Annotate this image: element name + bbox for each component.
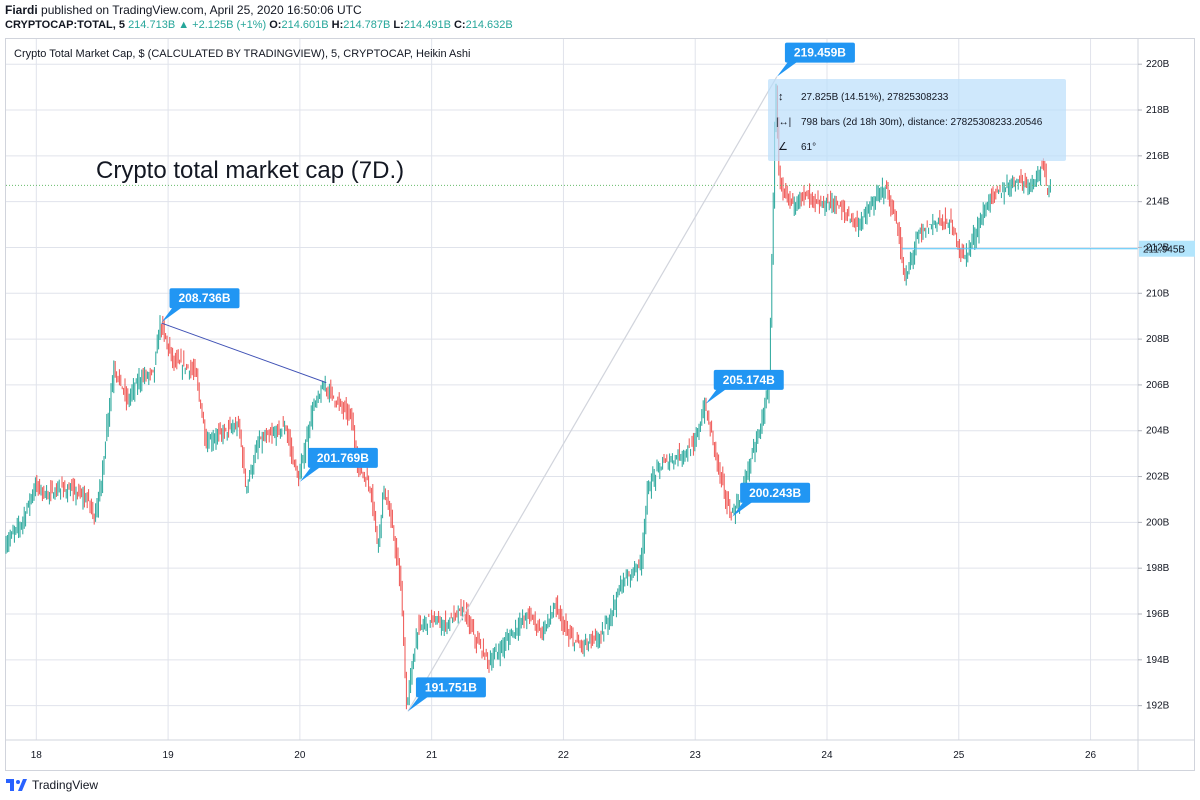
measure-tooltip: ↕ 27.825B (14.51%), 27825308233 |↔| 798 … [768, 79, 1066, 161]
x-tick-label: 18 [31, 750, 43, 761]
price-axis: 192B 194B 196B 198B 200B 202B 204B 206B 208B 210B… [1137, 39, 1170, 771]
x-tick-label: 23 [690, 750, 702, 761]
chart-frame[interactable] [5, 38, 1195, 771]
x-tick-label: 26 [1085, 750, 1097, 761]
price-label-pointer [705, 387, 728, 404]
close-label: C: [453, 19, 466, 31]
low-value: 214.491B [403, 19, 451, 31]
last-price: 214.713B [128, 19, 176, 31]
symbol-label[interactable]: CRYPTOCAP:TOTAL, 5 [5, 19, 125, 31]
y-tick-label: 198B [1146, 563, 1170, 574]
range-icon: ↕ [778, 91, 784, 103]
price-label-box[interactable] [713, 369, 784, 390]
x-tick-label: 24 [821, 750, 833, 761]
price-label-box[interactable] [784, 42, 855, 63]
open-label: O: [269, 19, 282, 31]
y-tick-label: 212B [1146, 242, 1170, 253]
tradingview-logo-icon [6, 779, 27, 791]
price-label-text: 205.174B [723, 373, 775, 387]
y-tick-label: 216B [1146, 151, 1170, 162]
y-tick-label: 208B [1146, 334, 1170, 345]
y-tick-label: 220B [1146, 59, 1170, 70]
y-tick-label: 206B [1146, 380, 1170, 391]
price-label-text: 201.769B [317, 451, 369, 465]
ohlc-bar: CRYPTOCAP:TOTAL, 5 214.713B ▲ +2.125B (+… [5, 19, 513, 31]
price-label-pointer [776, 60, 799, 77]
chart-annotation[interactable]: Crypto total market cap (7D.) [96, 157, 404, 184]
publish-date: published on TradingView.com, April 25, … [41, 3, 362, 17]
measure-bar-range: 798 bars (2d 18h 30m), distance: 2782530… [801, 117, 1043, 128]
time-axis: 18 19 20 21 22 23 24 25 26 [6, 739, 1195, 761]
tradingview-brand: TradingView [32, 778, 99, 792]
bars-icon: |↔| [776, 117, 791, 128]
price-label-text: 219.459B [794, 46, 846, 60]
x-tick-label: 25 [953, 750, 965, 761]
price-label-text: 208.736B [178, 291, 230, 305]
tradingview-logo[interactable]: TradingView [6, 776, 98, 794]
price-label-pointer [407, 695, 430, 712]
y-tick-label: 202B [1146, 472, 1170, 483]
y-tick-label: 204B [1146, 426, 1170, 437]
measure-price-range: 27.825B (14.51%), 27825308233 [801, 92, 949, 103]
price-label-box[interactable] [307, 447, 378, 468]
y-tick-label: 210B [1146, 288, 1170, 299]
x-tick-label: 21 [426, 750, 438, 761]
x-tick-label: 19 [163, 750, 175, 761]
price-label-pointer [161, 306, 184, 323]
publication-info: Fiardi published on TradingView.com, Apr… [5, 3, 362, 17]
horizontal-line-label: 211.945B [1143, 245, 1185, 256]
price-label-box[interactable] [740, 482, 811, 503]
price-label-box[interactable] [415, 677, 486, 698]
angle-icon: ∠ [778, 141, 788, 153]
open-value: 214.601B [281, 19, 329, 31]
price-label-text: 200.243B [749, 486, 801, 500]
price-label-pointer [299, 465, 322, 482]
measure-line[interactable] [407, 76, 778, 712]
price-label-box[interactable] [169, 288, 240, 309]
x-tick-label: 22 [558, 750, 570, 761]
horizontal-line-label-bg [1139, 240, 1195, 257]
trend-line[interactable] [161, 322, 327, 384]
y-tick-label: 218B [1146, 105, 1170, 116]
chart-overlays: 211.945B [6, 76, 1195, 712]
x-tick-label: 20 [294, 750, 306, 761]
price-labels: 208.736B 201.769B 191.751B 205.174B 200.243B… [161, 42, 855, 712]
candle-series [5, 83, 1051, 710]
low-label: L: [393, 19, 404, 31]
y-tick-label: 192B [1146, 701, 1170, 712]
close-value: 214.632B [465, 19, 513, 31]
y-tick-label: 196B [1146, 609, 1170, 620]
measure-angle: 61° [801, 142, 816, 153]
price-label-pointer [732, 500, 755, 517]
measure-tooltip-bg [768, 79, 1066, 161]
chart-title: Crypto Total Market Cap, $ (CALCULATED B… [14, 48, 471, 60]
author-name[interactable]: Fiardi [5, 3, 38, 17]
price-change: ▲ +2.125B (+1%) [178, 19, 267, 31]
y-tick-label: 194B [1146, 655, 1170, 666]
price-label-text: 191.751B [425, 680, 477, 694]
high-value: 214.787B [343, 19, 391, 31]
high-label: H: [331, 19, 344, 31]
y-tick-label: 200B [1146, 517, 1170, 528]
y-tick-label: 214B [1146, 197, 1170, 208]
